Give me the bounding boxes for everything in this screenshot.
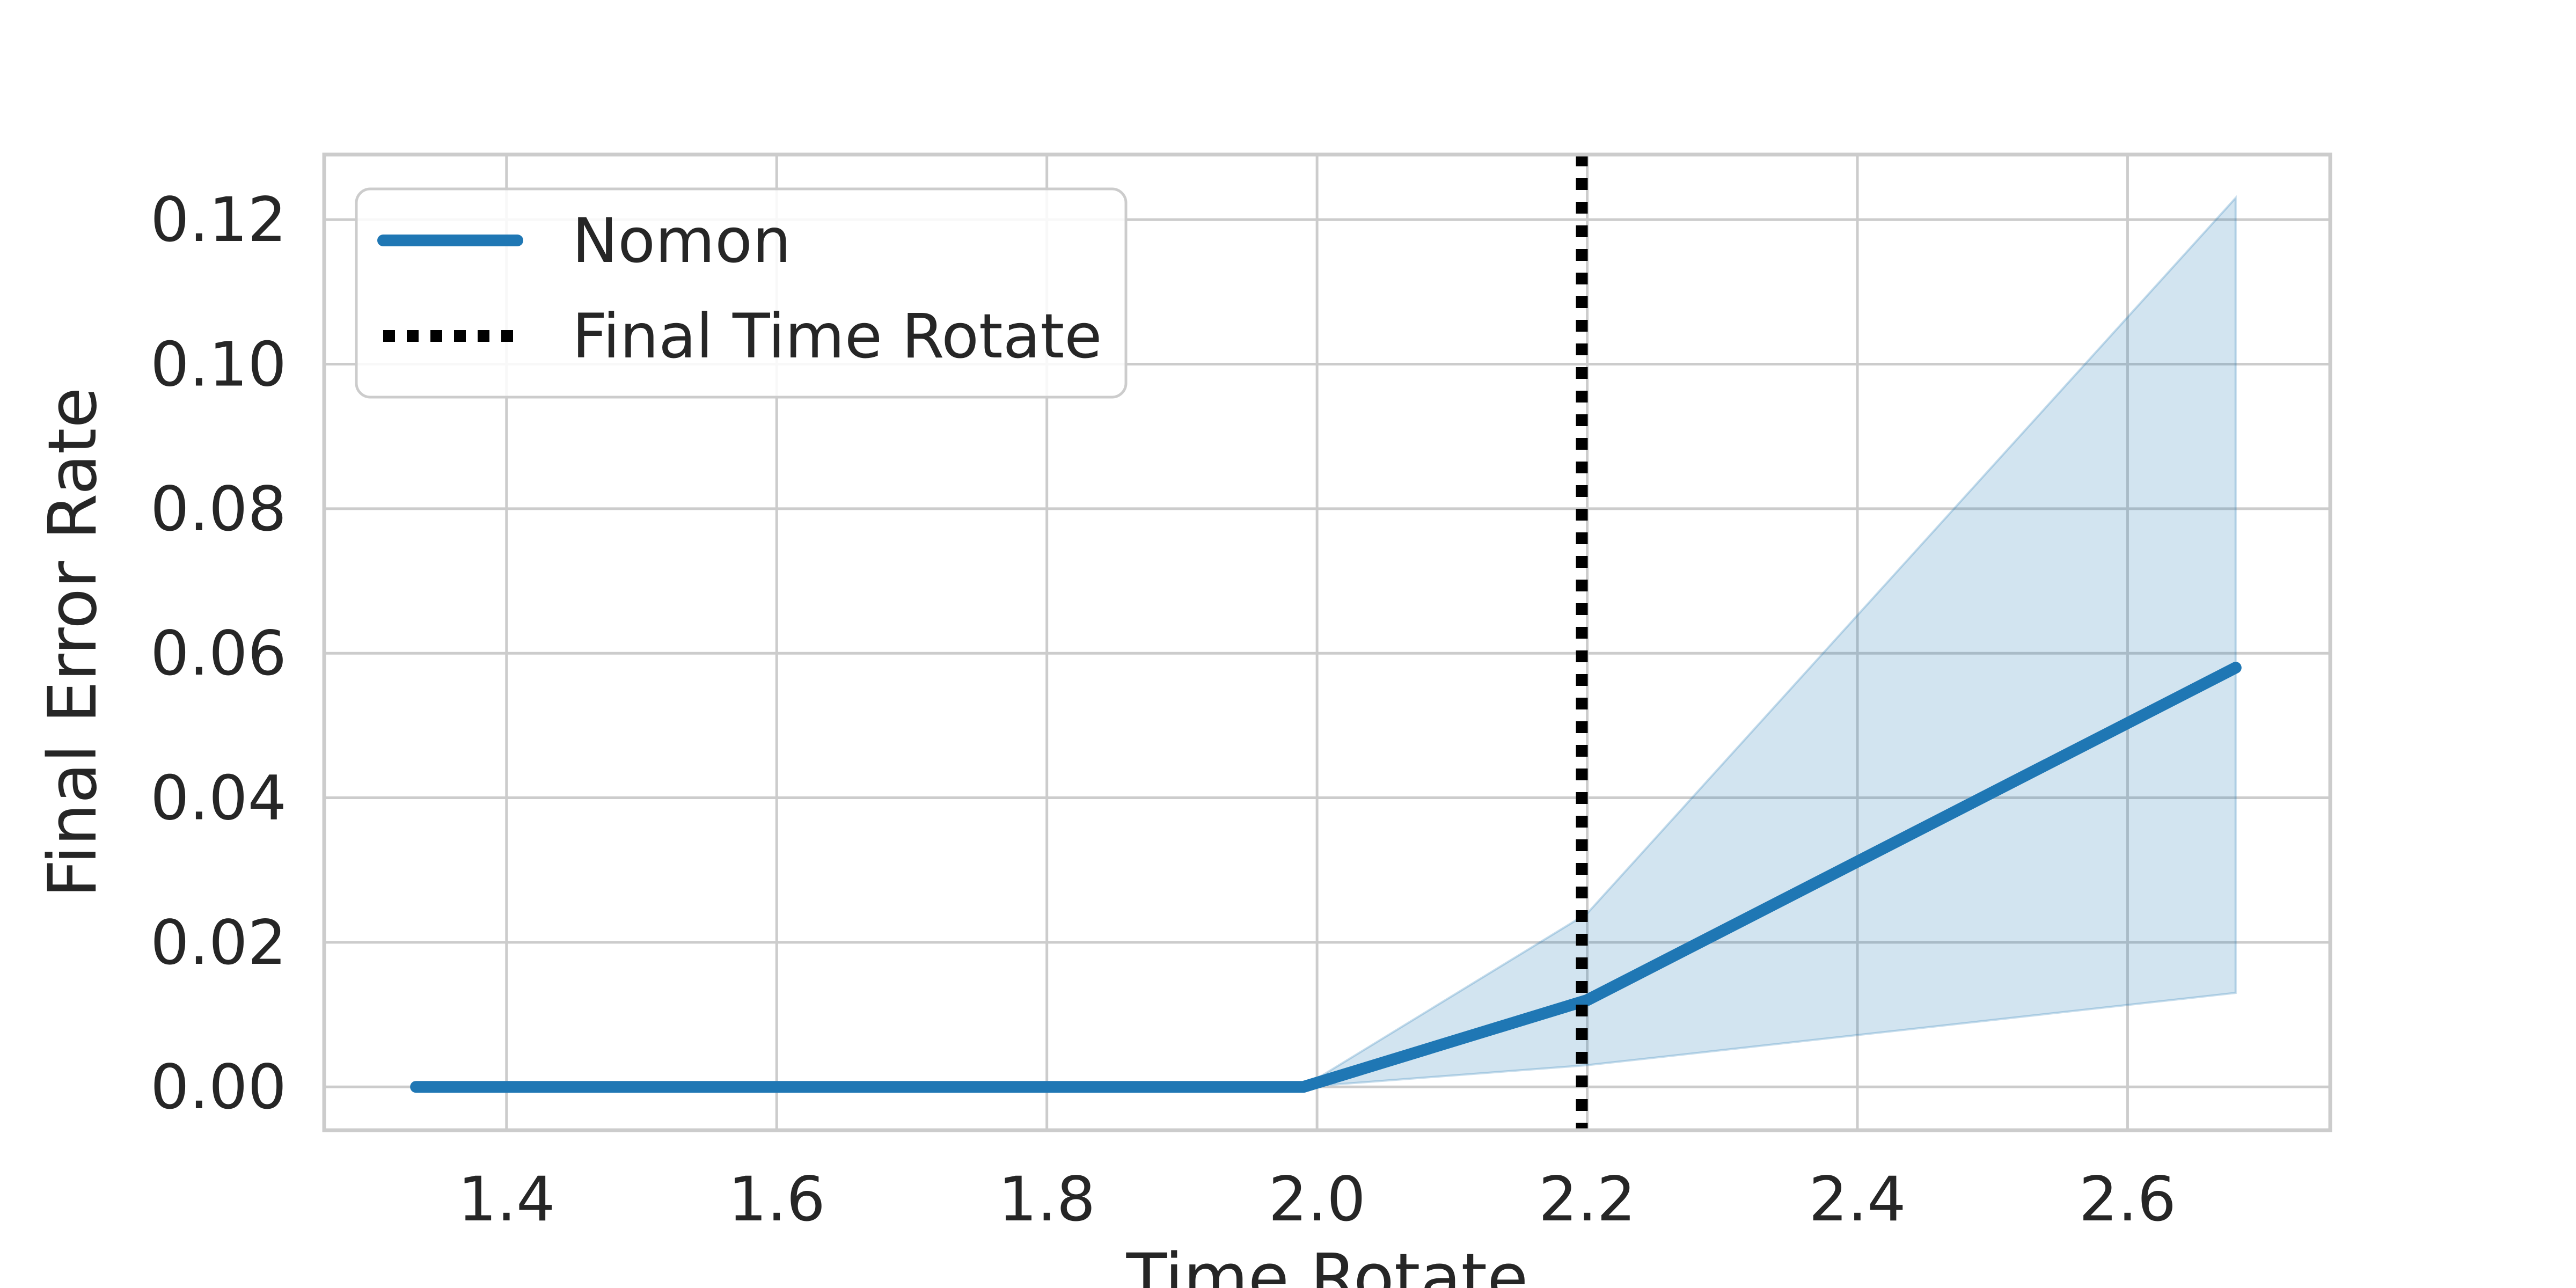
y-tick-label: 0.10 bbox=[150, 329, 287, 400]
y-tick-label: 0.04 bbox=[150, 763, 287, 834]
x-tick-label: 1.6 bbox=[728, 1163, 825, 1235]
series-lines bbox=[410, 662, 2242, 1093]
x-tick-label: 2.6 bbox=[2079, 1163, 2176, 1235]
x-tick-label: 2.0 bbox=[1268, 1163, 1365, 1235]
series-line bbox=[410, 662, 2242, 1093]
plot-frame bbox=[322, 152, 2332, 1132]
x-tick-label: 1.8 bbox=[998, 1163, 1095, 1235]
confidence-band bbox=[416, 195, 2237, 1088]
y-axis-title: Final Error Rate bbox=[34, 387, 112, 897]
legend: Nomon Final Time Rotate bbox=[355, 187, 1128, 399]
legend-label: Nomon bbox=[572, 205, 791, 276]
y-tick-labels: 0.00 0.02 0.04 0.06 0.08 0.10 0.12 bbox=[150, 184, 287, 1123]
x-tick-label: 2.4 bbox=[1809, 1163, 1906, 1235]
y-tick-label: 0.02 bbox=[150, 907, 287, 978]
y-tick-label: 0.08 bbox=[150, 473, 287, 545]
legend-label: Final Time Rotate bbox=[572, 301, 1102, 372]
x-axis-title: Time Rotate bbox=[1126, 1240, 1528, 1288]
y-tick-label: 0.00 bbox=[150, 1051, 287, 1123]
y-tick-label: 0.06 bbox=[150, 618, 287, 689]
legend-frame bbox=[355, 187, 1128, 399]
confidence-bands bbox=[416, 195, 2237, 1088]
x-tick-label: 1.4 bbox=[458, 1163, 555, 1235]
y-tick-label: 0.12 bbox=[150, 184, 287, 255]
x-tick-label: 2.2 bbox=[1539, 1163, 1636, 1235]
x-tick-labels: 1.4 1.6 1.8 2.0 2.2 2.4 2.6 bbox=[458, 1163, 2176, 1235]
